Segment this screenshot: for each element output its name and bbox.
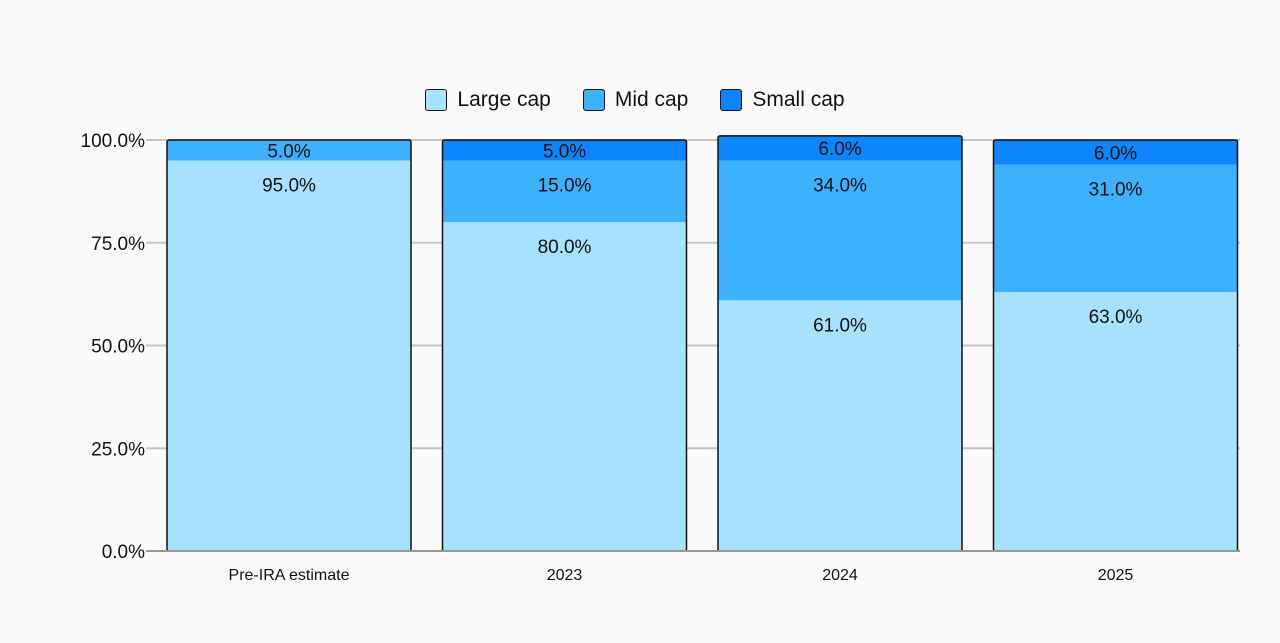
legend-label-large-cap: Large cap [457, 88, 551, 111]
legend-item-large-cap: Large cap [425, 88, 551, 112]
data-label: 61.0% [813, 315, 867, 336]
legend-swatch-large-cap [425, 89, 448, 111]
data-label: 80.0% [538, 237, 592, 258]
bar-segment [442, 140, 687, 161]
x-tick-label: 2024 [822, 567, 858, 584]
y-tick-label: 50.0% [91, 337, 145, 358]
legend-item-small-cap: Small cap [720, 88, 845, 112]
y-tick-label: 100.0% [81, 131, 146, 152]
data-label: 5.0% [267, 141, 310, 162]
data-label: 63.0% [1089, 307, 1143, 328]
legend-label-mid-cap: Mid cap [614, 88, 689, 111]
y-tick-label: 25.0% [91, 439, 145, 460]
y-tick-label: 0.0% [102, 542, 145, 563]
bar-segment [718, 160, 962, 301]
bar-segment [718, 135, 962, 161]
legend: Large cap Mid cap Small cap [0, 88, 1270, 112]
bar-segment [993, 164, 1238, 293]
data-label: 95.0% [262, 176, 316, 197]
bar-segment [167, 140, 411, 161]
data-label: 6.0% [1094, 143, 1137, 164]
bar-segment [993, 292, 1238, 551]
y-tick-label: 75.0% [91, 234, 145, 255]
data-label: 34.0% [813, 176, 867, 197]
bar-segment [993, 140, 1238, 165]
x-tick-label: 2025 [1098, 567, 1134, 584]
data-label: 5.0% [543, 141, 586, 162]
x-tick-label: 2023 [547, 567, 583, 584]
data-label: 15.0% [538, 176, 592, 197]
legend-item-mid-cap: Mid cap [582, 88, 689, 112]
legend-swatch-mid-cap [582, 89, 605, 111]
legend-swatch-small-cap [720, 89, 743, 111]
data-label: 6.0% [818, 139, 861, 160]
bar-segment [167, 160, 411, 552]
bar-segment [442, 160, 687, 223]
bar-segment [718, 300, 962, 551]
x-tick-label: Pre-IRA estimate [229, 567, 350, 584]
data-label: 31.0% [1089, 180, 1143, 201]
bar-segment [442, 222, 687, 551]
legend-label-small-cap: Small cap [752, 88, 845, 111]
